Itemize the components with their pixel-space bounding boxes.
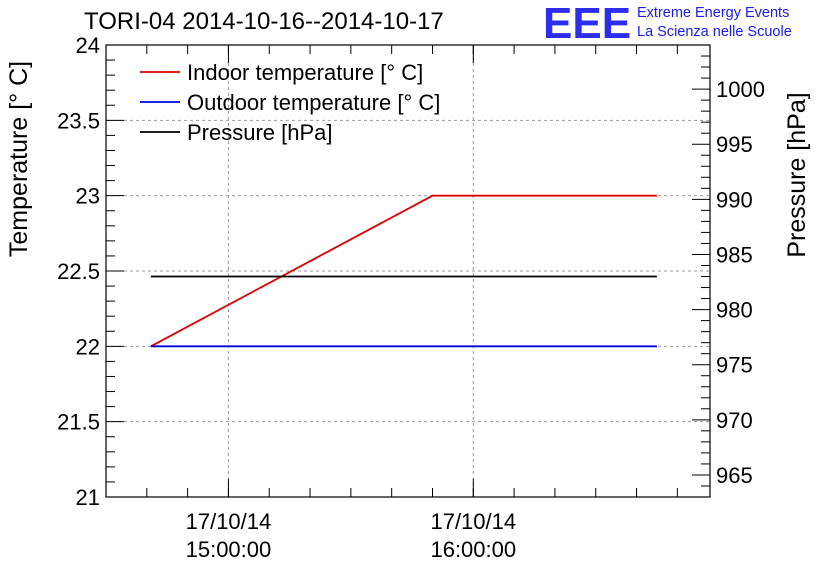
y-tick-label: 22: [76, 334, 100, 359]
y-tick-label: 21: [76, 485, 100, 510]
y-axis-title: Temperature [° C]: [5, 61, 33, 257]
y2-tick-label: 1000: [716, 77, 765, 102]
y-tick-label: 21.5: [57, 410, 100, 435]
data-series: [150, 194, 657, 348]
y-tick-label: 22.5: [57, 259, 100, 284]
y2-tick-label: 975: [716, 353, 753, 378]
legend: Indoor temperature [° C] Outdoor temperat…: [140, 60, 440, 145]
y2-tick-label: 970: [716, 408, 753, 433]
y2-tick-label: 990: [716, 187, 753, 212]
logo-line-1: Extreme Energy Events: [637, 5, 790, 21]
indoor-temperature-line: [150, 194, 657, 348]
y-tick-label: 24: [76, 33, 100, 58]
y2-tick-label: 980: [716, 298, 753, 323]
eee-logo: EEE: [543, 0, 632, 48]
y2-tick-label: 985: [716, 242, 753, 267]
x-tick-date-label: 17/10/14: [430, 509, 516, 534]
x-tick-time-label: 15:00:00: [186, 537, 272, 562]
axis-labels: 21 21.5 22 22.5 23 23.5 24 965 970 975 980 985 990 99…: [5, 33, 811, 562]
logo-line-2: La Scienza nelle Scuole: [637, 24, 792, 40]
legend-pressure-label: Pressure [hPa]: [187, 120, 333, 145]
chart-title: TORI-04 2014-10-16--2014-10-17: [84, 8, 444, 35]
eee-logo-caption: Extreme Energy Events La Scienza nelle S…: [637, 4, 792, 42]
x-tick-time-label: 16:00:00: [430, 537, 516, 562]
y-tick-label: 23: [76, 184, 100, 209]
x-tick-date-label: 17/10/14: [186, 509, 272, 534]
y2-axis-title: Pressure [hPa]: [783, 92, 811, 257]
y2-tick-label: 995: [716, 132, 753, 157]
y2-tick-label: 965: [716, 463, 753, 488]
legend-outdoor-label: Outdoor temperature [° C]: [187, 90, 440, 115]
y-tick-label: 23.5: [57, 108, 100, 133]
axis-ticks: [105, 44, 710, 498]
legend-indoor-label: Indoor temperature [° C]: [187, 60, 423, 85]
